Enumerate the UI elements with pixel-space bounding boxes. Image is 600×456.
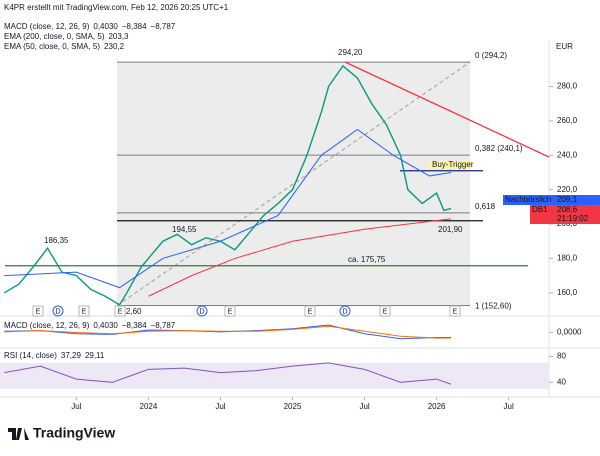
event-marker xyxy=(52,305,64,317)
annotation: 294,20 xyxy=(338,48,363,57)
y-tick-label: 260,0 xyxy=(557,116,578,125)
y-tick-label: 280,0 xyxy=(557,82,578,91)
x-tick-label: Jul xyxy=(215,402,225,411)
event-marker xyxy=(32,305,44,317)
event-marker xyxy=(339,305,351,317)
fib-label: 0,618 xyxy=(475,202,496,211)
pane-legend-value: 0,4030 xyxy=(93,321,118,330)
event-label: E xyxy=(118,308,123,315)
pane-legend-value: −8,787 xyxy=(151,321,176,330)
event-marker xyxy=(449,305,461,317)
event-label: E xyxy=(228,308,233,315)
price-label-value: 209,1 xyxy=(557,195,578,204)
legend-value: −8,787 xyxy=(151,22,176,31)
event-label: E xyxy=(82,308,87,315)
pane-legend-value: −8,384 xyxy=(122,321,147,330)
event-label: D xyxy=(199,308,204,315)
y-tick-label: 160,0 xyxy=(557,288,578,297)
event-label: E xyxy=(383,308,388,315)
y-tick-label: 240,0 xyxy=(557,150,578,159)
series-line xyxy=(4,128,452,289)
y-tick-label: 180,0 xyxy=(557,254,578,263)
fib-diagonal xyxy=(116,61,471,306)
legend-value: −8,384 xyxy=(122,22,147,31)
trend-line xyxy=(344,61,550,158)
event-marker xyxy=(114,305,126,317)
y-tick-label: 80 xyxy=(557,352,566,361)
event-marker xyxy=(304,305,316,317)
logo-text: TradingView xyxy=(33,425,115,441)
x-tick-label: Jul xyxy=(71,402,81,411)
series-line xyxy=(148,218,452,297)
event-marker xyxy=(224,305,236,317)
price-label-bg xyxy=(530,205,600,224)
logo: TradingView xyxy=(8,425,115,441)
indicator-line xyxy=(4,362,452,385)
event-marker xyxy=(78,305,90,317)
price-label-time: 21:19:02 xyxy=(557,214,589,223)
price-label-value: 208,6 xyxy=(557,205,578,214)
x-tick-label: Jul xyxy=(504,402,514,411)
x-tick-label: 2026 xyxy=(428,402,446,411)
support-label: Buy-Trigger xyxy=(432,160,474,169)
annotation: 194,55 xyxy=(172,225,197,234)
y-tick-label: 40 xyxy=(557,377,566,386)
event-label: E xyxy=(308,308,313,315)
legend-value: 230,2 xyxy=(104,42,125,51)
price-label-bg xyxy=(503,195,600,205)
pane-legend-value: 29,11 xyxy=(85,351,105,360)
event-label: E xyxy=(453,308,458,315)
event-marker xyxy=(379,305,391,317)
pane-legend: RSI (14, close) xyxy=(4,351,57,360)
price-label-name: DB1 xyxy=(532,205,548,214)
price-label-name: Nachbörslich xyxy=(505,195,551,204)
fib-label: 0,382 (240,1) xyxy=(475,144,523,153)
fib-label: 0 (294,2) xyxy=(475,51,507,60)
legend-label: EMA (200, close, 0, SMA, 5) xyxy=(4,32,105,41)
rsi-band xyxy=(0,362,549,389)
legend-value: 203,3 xyxy=(108,32,129,41)
event-label: D xyxy=(55,308,60,315)
event-label: E xyxy=(36,308,41,315)
series-line xyxy=(3,64,452,306)
currency: EUR xyxy=(556,42,573,51)
y-tick-label: 220,0 xyxy=(557,185,578,194)
legend-value: 0,4030 xyxy=(93,22,118,31)
header: K4PR erstellt mit TradingView.com, Feb 1… xyxy=(4,3,229,12)
annotation: 201,90 xyxy=(438,225,463,234)
annotation: 186,35 xyxy=(44,236,69,245)
event-marker xyxy=(196,305,208,317)
annotation: 152,60 xyxy=(117,307,142,316)
x-tick-label: 2025 xyxy=(284,402,302,411)
event-label: D xyxy=(342,308,347,315)
legend-label: EMA (50, close, 0, SMA, 5) xyxy=(4,42,100,51)
pane-legend-value: 37,29 xyxy=(61,351,82,360)
x-tick-label: 2024 xyxy=(140,402,158,411)
fib-label: 1 (152,60) xyxy=(475,302,512,311)
y-tick-label: 0,0000 xyxy=(557,328,582,337)
label-bg xyxy=(430,160,472,169)
legend-label: MACD (close, 12, 26, 9) xyxy=(4,22,90,31)
support-label: ca. 175,75 xyxy=(348,255,386,264)
indicator-line xyxy=(4,325,452,339)
x-tick-label: Jul xyxy=(359,402,369,411)
pane-legend: MACD (close, 12, 26, 9) xyxy=(4,321,90,330)
